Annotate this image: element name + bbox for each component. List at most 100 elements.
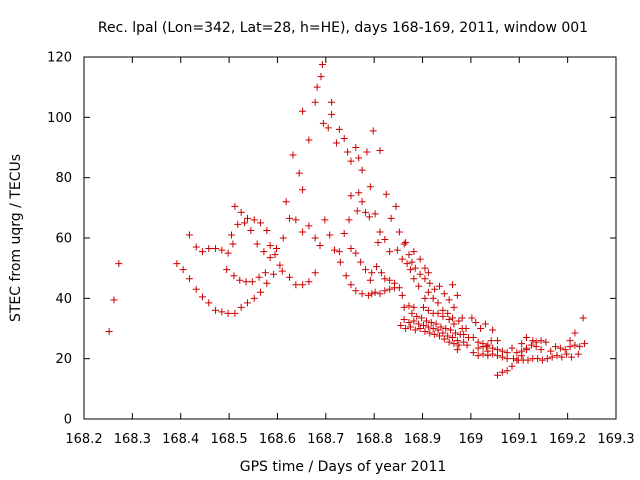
data-point: [439, 312, 447, 320]
data-point: [450, 320, 458, 328]
data-point: [537, 337, 545, 345]
data-point: [524, 356, 532, 364]
data-point: [352, 249, 360, 257]
data-point: [543, 355, 551, 363]
data-point: [173, 260, 181, 268]
data-point: [345, 216, 353, 224]
data-point: [463, 341, 471, 349]
data-point: [243, 214, 251, 222]
data-point: [571, 341, 579, 349]
data-point: [405, 302, 413, 310]
data-point: [237, 303, 245, 311]
data-point: [361, 266, 369, 274]
y-tick-label: 0: [64, 413, 72, 428]
data-point: [266, 242, 274, 250]
data-point: [368, 290, 376, 298]
data-point: [355, 189, 363, 197]
y-axis-tick-labels: 0 20 40 60 80 100 120: [47, 51, 72, 428]
data-point: [444, 332, 452, 340]
data-point: [498, 347, 506, 355]
x-tick-label: 169.3: [597, 432, 634, 447]
y-tick-label: 60: [55, 232, 72, 247]
data-point: [278, 267, 286, 275]
data-point: [440, 335, 448, 343]
data-point: [431, 285, 439, 293]
data-point: [347, 245, 355, 253]
data-point: [185, 231, 193, 239]
data-point: [421, 294, 429, 302]
data-point: [299, 186, 307, 194]
data-point: [439, 329, 447, 337]
data-point: [538, 356, 546, 364]
data-point: [481, 320, 489, 328]
data-point: [523, 334, 531, 342]
data-point: [364, 291, 372, 299]
data-point: [365, 213, 373, 221]
data-point: [373, 263, 381, 271]
data-point: [192, 285, 200, 293]
data-point: [234, 220, 242, 228]
data-point: [445, 296, 453, 304]
data-point: [402, 239, 410, 247]
data-point: [410, 275, 418, 283]
data-point: [248, 278, 256, 286]
data-point: [336, 258, 344, 266]
data-point: [450, 303, 458, 311]
data-point: [547, 347, 555, 355]
data-point: [424, 269, 432, 277]
data-point: [198, 248, 206, 256]
data-point: [405, 318, 413, 326]
data-point: [474, 352, 482, 360]
data-point: [393, 246, 401, 254]
data-point: [494, 346, 502, 354]
data-point: [317, 73, 325, 81]
data-point: [503, 355, 511, 363]
data-point: [250, 294, 258, 302]
data-point: [110, 296, 118, 304]
x-tick-label: 168.6: [259, 432, 296, 447]
x-tick-label: 168.8: [356, 432, 393, 447]
data-point: [212, 306, 220, 314]
data-point: [566, 337, 574, 345]
data-point: [311, 234, 319, 242]
data-point: [421, 264, 429, 272]
data-point: [574, 350, 582, 358]
data-point: [468, 314, 476, 322]
data-point: [224, 309, 232, 317]
data-point: [318, 61, 326, 69]
data-point: [247, 226, 255, 234]
data-point: [387, 214, 395, 222]
data-point: [542, 338, 550, 346]
data-point: [410, 303, 418, 311]
data-point: [435, 332, 443, 340]
data-point: [534, 355, 542, 363]
data-point: [442, 325, 450, 332]
data-point: [326, 231, 334, 239]
data-point: [561, 346, 569, 354]
plot-frame: [83, 56, 617, 420]
data-point: [400, 240, 408, 248]
data-point: [447, 326, 455, 334]
y-tick-label: 40: [55, 292, 72, 307]
data-point: [229, 240, 237, 248]
data-point: [335, 248, 343, 256]
data-point: [386, 276, 394, 284]
data-point: [357, 258, 365, 266]
data-point: [223, 266, 231, 274]
data-point: [494, 352, 502, 360]
data-point: [286, 214, 294, 222]
data-point: [328, 110, 336, 118]
data-point: [271, 251, 279, 259]
data-point: [279, 234, 287, 242]
data-point: [418, 314, 426, 322]
data-point: [263, 279, 271, 287]
data-point: [449, 334, 457, 342]
data-point: [469, 349, 477, 357]
data-point: [305, 222, 313, 230]
data-point: [426, 279, 434, 287]
data-point: [242, 278, 250, 286]
data-point: [286, 273, 294, 281]
data-point: [376, 228, 384, 236]
data-point: [453, 346, 461, 354]
data-point: [347, 192, 355, 200]
